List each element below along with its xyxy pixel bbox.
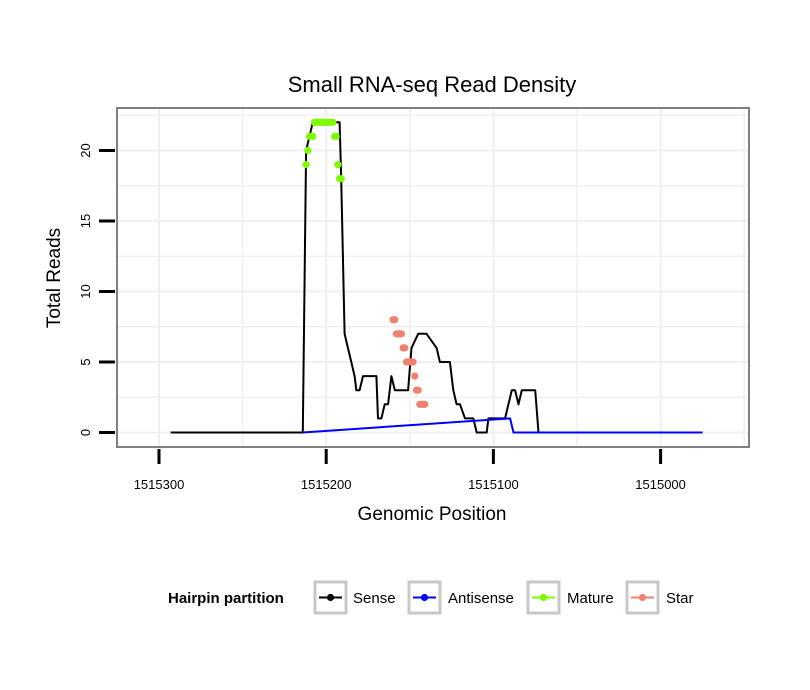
star-point (414, 386, 422, 394)
sense-legend-point (326, 593, 335, 602)
chart-title: Small RNA-seq Read Density (288, 72, 577, 97)
mature-point (302, 161, 310, 169)
y-tick-label: 10 (78, 284, 93, 298)
mature-point (337, 175, 345, 183)
star-point (409, 358, 417, 366)
star-point (397, 330, 405, 338)
mature-point (332, 132, 340, 140)
star-point (411, 372, 419, 380)
star-legend-point (638, 593, 647, 602)
series-lines (170, 121, 703, 434)
mature-legend-label: Mature (567, 590, 614, 607)
y-axis-title: Total Reads (44, 228, 65, 328)
sense-legend-label: Sense (353, 590, 396, 607)
mature-point (329, 118, 337, 126)
mature-point (334, 161, 342, 169)
antisense-line (302, 417, 703, 434)
mature-point (304, 146, 312, 155)
star-legend-label: Star (666, 590, 694, 607)
y-tick-label: 20 (78, 143, 93, 157)
x-tick-label: 1515100 (468, 477, 519, 492)
legend-title: Hairpin partition (168, 590, 284, 607)
mature-legend-point (539, 593, 548, 602)
star-point (391, 316, 399, 324)
sense-line (170, 121, 703, 434)
y-tick-label: 5 (78, 358, 93, 365)
plot-panel (116, 107, 750, 448)
grid-lines (118, 109, 748, 446)
star-point (421, 400, 429, 408)
series-points (302, 118, 429, 408)
antisense-legend-point (420, 593, 429, 602)
y-tick-label: 0 (78, 429, 93, 436)
x-axis-title: Genomic Position (358, 504, 507, 525)
y-tick-label: 15 (78, 214, 93, 228)
x-tick-label: 1515200 (301, 477, 352, 492)
mature-point (309, 132, 317, 140)
star-point (401, 344, 409, 352)
axes: 1515300 1515200 1515100 1515000 0 5 10 15 20 (78, 143, 686, 492)
x-tick-label: 1515300 (134, 477, 185, 492)
antisense-legend-label: Antisense (448, 590, 514, 607)
legend: Hairpin partition Sense Antisense Mature St… (168, 580, 694, 615)
x-tick-label: 1515000 (635, 477, 686, 492)
